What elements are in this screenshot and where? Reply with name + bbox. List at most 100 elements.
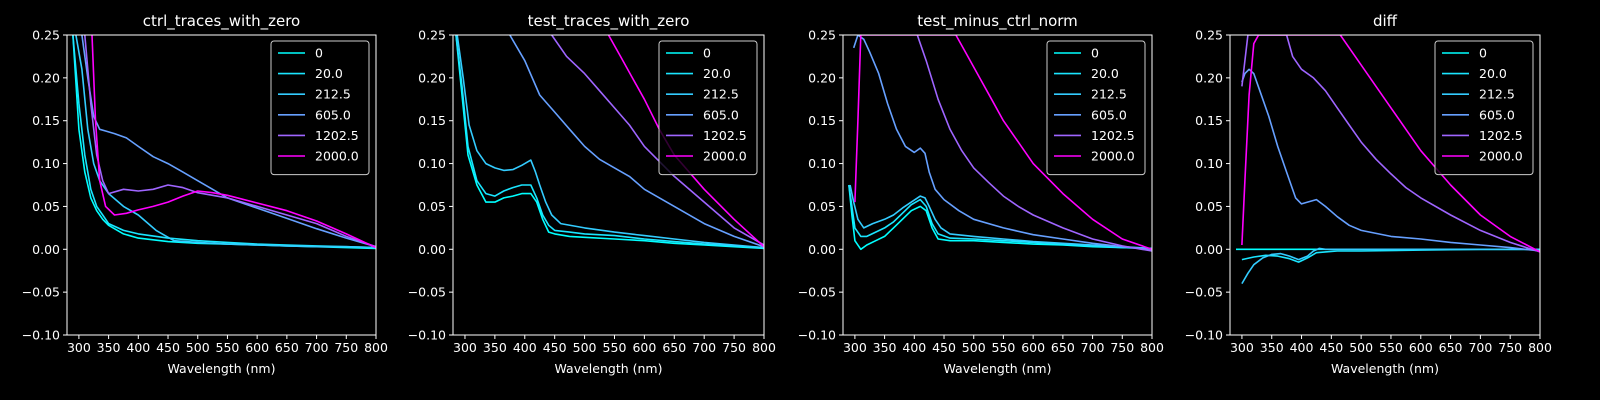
- legend-frame: [270, 40, 370, 176]
- y-tick-label: 0.00: [1195, 242, 1223, 257]
- x-tick-label: 400: [902, 340, 926, 355]
- legend-entry: 212.5: [1479, 87, 1515, 102]
- x-tick-label: 550: [1379, 340, 1403, 355]
- y-tick-label: 0.15: [32, 113, 60, 128]
- legend-entry: 1202.5: [1479, 128, 1523, 143]
- x-tick-label: 750: [1498, 340, 1522, 355]
- y-tick-label: 0.00: [32, 242, 60, 257]
- legend-entry: 212.5: [1091, 87, 1127, 102]
- x-tick-label: 800: [364, 340, 388, 355]
- chart-panel-1: ctrl_traces_with_zero 300 350 400 450 500 550 6…: [22, 12, 388, 376]
- x-tick-label: 350: [97, 340, 121, 355]
- y-tick-label: −0.10: [22, 328, 60, 343]
- legend-entry: 605.0: [315, 107, 351, 122]
- x-tick-label: 800: [1140, 340, 1164, 355]
- x-axis-label: Wavelength (nm): [555, 361, 663, 376]
- plot-frame: [1229, 34, 1541, 336]
- x-tick-label: 600: [1409, 340, 1433, 355]
- y-tick-label: 0.25: [32, 28, 60, 43]
- y-tick-label: 0.05: [1195, 199, 1223, 214]
- y-tick-label: 0.10: [1195, 156, 1223, 171]
- y-tick-label: −0.05: [22, 285, 60, 300]
- x-tick-label: 650: [275, 340, 299, 355]
- legend-entry: 0: [1479, 46, 1487, 61]
- y-tick-label: 0.15: [808, 113, 836, 128]
- y-tick-label: −0.10: [408, 328, 446, 343]
- legend: 0 20.0 212.5 605.0 1202.5 2000.0: [1046, 40, 1146, 176]
- x-tick-label: 300: [453, 340, 477, 355]
- x-tick-label: 500: [962, 340, 986, 355]
- legend-entry: 605.0: [1091, 107, 1127, 122]
- x-tick-label: 650: [1439, 340, 1463, 355]
- x-tick-label: 400: [513, 340, 537, 355]
- x-tick-label: 450: [932, 340, 956, 355]
- chart-title: test_traces_with_zero: [528, 12, 690, 31]
- x-tick-label: 300: [67, 340, 91, 355]
- chart-panel-4: diff 300 350 400 450 500 550 600 650 700 750 800 −0.…: [1185, 12, 1552, 376]
- legend-entry: 605.0: [703, 107, 739, 122]
- series-line-605-0: [81, 35, 376, 248]
- legend-entry: 212.5: [315, 87, 351, 102]
- x-tick-label: 700: [692, 340, 716, 355]
- plot-frame: [842, 34, 1153, 336]
- x-tick-label: 350: [1260, 340, 1284, 355]
- y-tick-label: 0.25: [418, 28, 446, 43]
- x-tick-label: 500: [1349, 340, 1373, 355]
- chart-panel-2: test_traces_with_zero 300 350 400 450 500 550 6…: [408, 12, 776, 376]
- series-line-212-5: [1241, 247, 1540, 285]
- legend-entry: 0: [315, 46, 323, 61]
- series-line-20-0: [455, 35, 764, 249]
- legend-entry: 2000.0: [315, 149, 359, 164]
- plot-frame: [452, 34, 765, 336]
- legend-entry: 20.0: [315, 66, 343, 81]
- series-line-0: [455, 35, 764, 250]
- legend-entry: 2000.0: [703, 149, 747, 164]
- series-line-605-0: [852, 35, 1152, 251]
- y-tick-label: 0.15: [418, 113, 446, 128]
- series-line-605-0: [509, 35, 764, 248]
- series-line-212-5: [456, 35, 764, 249]
- series-line-212-5: [75, 35, 376, 249]
- x-tick-label: 700: [305, 340, 329, 355]
- y-tick-label: 0.10: [418, 156, 446, 171]
- legend-entry: 2000.0: [1091, 149, 1135, 164]
- x-tick-label: 600: [632, 340, 656, 355]
- x-tick-label: 750: [334, 340, 358, 355]
- y-tick-label: 0.15: [1195, 113, 1223, 128]
- legend: 0 20.0 212.5 605.0 1202.5 2000.0: [270, 40, 370, 176]
- x-tick-label: 800: [1528, 340, 1552, 355]
- y-tick-label: 0.20: [1195, 70, 1223, 85]
- x-tick-label: 450: [1319, 340, 1343, 355]
- legend-entry: 605.0: [1479, 107, 1515, 122]
- x-tick-label: 800: [752, 340, 776, 355]
- series-line-1202-5: [916, 35, 1152, 252]
- x-axis-label: Wavelength (nm): [168, 361, 276, 376]
- legend: 0 20.0 212.5 605.0 1202.5 2000.0: [1434, 40, 1534, 176]
- y-tick-label: 0.20: [808, 70, 836, 85]
- series-line-2000-0: [91, 35, 376, 249]
- legend-entry: 0: [703, 46, 711, 61]
- x-tick-label: 450: [543, 340, 567, 355]
- chart-panel-3: test_minus_ctrl_norm 300 350 400 450 500 550 60…: [798, 12, 1164, 376]
- x-tick-label: 550: [992, 340, 1016, 355]
- series-line-2000-0: [854, 35, 1152, 251]
- plot-frame: [66, 34, 377, 336]
- x-tick-label: 700: [1468, 340, 1492, 355]
- x-tick-label: 400: [126, 340, 150, 355]
- series-line-1202-5: [551, 35, 764, 246]
- x-axis-label: Wavelength (nm): [1331, 361, 1439, 376]
- series-line-212-5: [849, 184, 1152, 250]
- chart-title: ctrl_traces_with_zero: [143, 12, 300, 31]
- x-tick-label: 750: [1110, 340, 1134, 355]
- x-tick-label: 550: [216, 340, 240, 355]
- series-line-2000-0: [1241, 35, 1540, 253]
- x-tick-label: 650: [1051, 340, 1075, 355]
- y-tick-label: 0.10: [808, 156, 836, 171]
- series-line-1202-5: [1241, 35, 1540, 253]
- x-axis-label: Wavelength (nm): [944, 361, 1052, 376]
- y-tick-label: 0.10: [32, 156, 60, 171]
- x-tick-label: 500: [573, 340, 597, 355]
- legend-entry: 2000.0: [1479, 149, 1523, 164]
- x-tick-label: 300: [843, 340, 867, 355]
- y-tick-label: 0.20: [418, 70, 446, 85]
